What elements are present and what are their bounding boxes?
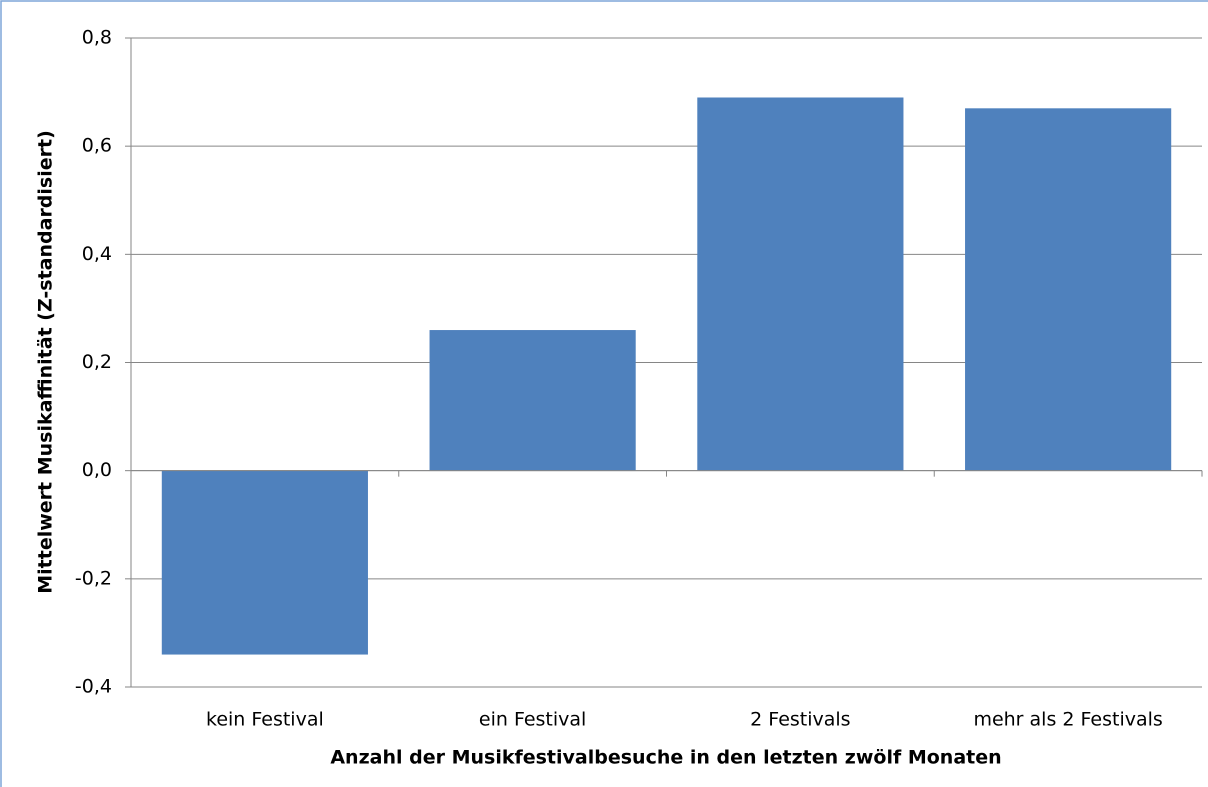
x-axis-title: Anzahl der Musikfestivalbesuche in den l…: [330, 747, 1001, 769]
bar: [965, 108, 1172, 471]
bar: [429, 330, 636, 471]
x-tick-label: 2 Festivals: [750, 709, 850, 731]
bar: [697, 97, 904, 471]
bar: [161, 470, 368, 655]
y-tick-label: 0,0: [82, 459, 112, 481]
y-tick-label: 0,6: [82, 135, 112, 157]
x-tick-label: mehr als 2 Festivals: [973, 709, 1162, 731]
y-tick-label: 0,4: [82, 243, 112, 265]
y-axis-title: Mittelwert Musikaffinität (Z-standardisi…: [35, 130, 57, 594]
x-tick-label: kein Festival: [206, 709, 324, 731]
y-tick-label: 0,8: [82, 27, 112, 49]
y-tick-label: -0,2: [75, 567, 112, 589]
y-tick-label: 0,2: [82, 351, 112, 373]
x-tick-label: ein Festival: [479, 709, 586, 731]
y-tick-label: -0,4: [75, 676, 112, 698]
